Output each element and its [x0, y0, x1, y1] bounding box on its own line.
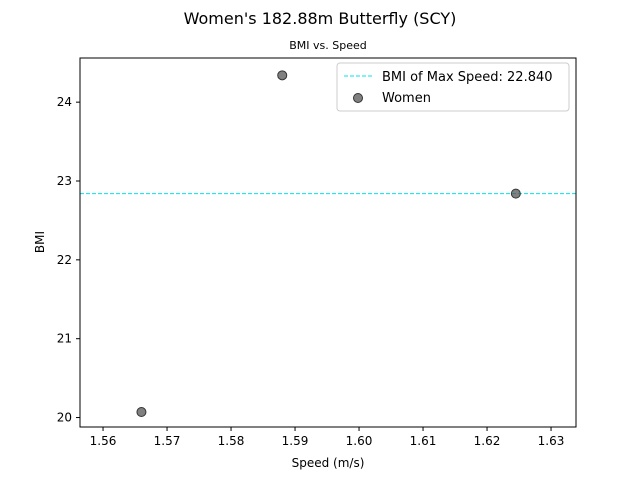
y-tick-label: 20 [57, 411, 72, 425]
y-tick-label: 24 [57, 95, 72, 109]
x-axis-label: Speed (m/s) [292, 456, 365, 470]
x-tick-label: 1.60 [346, 434, 373, 448]
x-axis-ticks: 1.56 1.57 1.58 1.59 1.60 1.61 1.62 1.63 [90, 427, 565, 448]
plot-area [80, 58, 576, 427]
x-tick-label: 1.57 [154, 434, 181, 448]
y-axis-label: BMI [33, 231, 47, 253]
x-tick-label: 1.61 [410, 434, 437, 448]
x-tick-label: 1.59 [282, 434, 309, 448]
points-layer [136, 70, 521, 418]
legend-women-swatch [353, 93, 363, 103]
y-tick-label: 22 [57, 253, 72, 267]
legend-women-label: Women [382, 91, 431, 106]
x-tick-label: 1.58 [218, 434, 245, 448]
data-point [277, 70, 288, 81]
chart-subtitle: BMI vs. Speed [289, 39, 367, 52]
legend: BMI of Max Speed: 22.840 Women [336, 62, 570, 112]
legend-reference-label: BMI of Max Speed: 22.840 [382, 70, 553, 85]
plot-frame [79, 57, 577, 428]
data-point [136, 407, 147, 418]
x-tick-label: 1.63 [538, 434, 565, 448]
legend-box [336, 62, 570, 112]
x-tick-label: 1.62 [474, 434, 501, 448]
y-tick-label: 23 [57, 174, 72, 188]
x-tick-label: 1.56 [90, 434, 117, 448]
y-tick-label: 21 [57, 332, 72, 346]
data-point [510, 188, 521, 199]
chart-title: Women's 182.88m Butterfly (SCY) [184, 9, 457, 28]
y-axis-ticks: 20 21 22 23 24 [57, 95, 80, 425]
